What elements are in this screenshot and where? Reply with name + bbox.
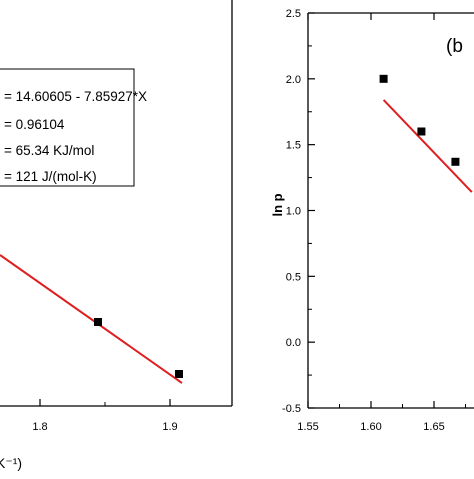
panel-b-y-tick-label: 2.5 bbox=[286, 8, 301, 20]
panel-b-data-point bbox=[451, 157, 460, 166]
panel-a-x-tick-label: 1.9 bbox=[162, 421, 177, 433]
panel-a-data-point bbox=[94, 318, 102, 326]
panel-b-x-tick-label: 1.65 bbox=[423, 421, 444, 433]
panel-b-y-tick-label: -0.5 bbox=[282, 403, 301, 415]
panel-b-y-tick-label: 2.0 bbox=[286, 74, 301, 86]
panel-b-points bbox=[379, 74, 460, 166]
fit-r-value: = 0.96104 bbox=[4, 117, 65, 132]
panel-b-y-axis-title: ln p bbox=[270, 193, 285, 216]
fit-activation-energy: = 65.34 KJ/mol bbox=[4, 143, 94, 158]
panel-b-y-tick-label: 0.5 bbox=[286, 271, 301, 283]
panel-b-fit-line bbox=[382, 99, 473, 193]
fit-equation: = 14.60605 - 7.85927*X bbox=[4, 89, 147, 104]
panel-a-x-axis-title: K⁻¹) bbox=[0, 455, 22, 471]
panel-a-x-tick-labels: 1.8 1.9 bbox=[32, 421, 177, 433]
fit-stats-box bbox=[0, 68, 135, 187]
panel-b-data-point bbox=[417, 127, 426, 136]
panel-a-points bbox=[94, 318, 183, 378]
fit-entropy: = 121 J/(mol-K) bbox=[4, 169, 97, 184]
panel-a-data-point bbox=[175, 370, 183, 378]
panel-a-x-ticks bbox=[39, 399, 171, 406]
panel-b-x-tick-label: 1.55 bbox=[297, 421, 318, 433]
panel-b-x-tick-labels: 1.55 1.60 1.65 bbox=[297, 421, 444, 433]
panel-b-data-point bbox=[379, 74, 388, 83]
panel-b-x-tick-label: 1.60 bbox=[360, 421, 381, 433]
panel-b-x-ticks bbox=[307, 13, 466, 408]
panel-b-y-tick-label: 1.0 bbox=[286, 205, 301, 217]
panel-a: 1.8 1.9 = 14.60605 - 7.85927*X = 0.96104 … bbox=[0, 0, 233, 471]
panel-b-fit-line-group bbox=[382, 99, 473, 193]
panel-b: -0.5 0.0 0.5 1.0 1.5 2.0 2.5 1.55 1.60 1.65 ln p… bbox=[270, 8, 474, 433]
panel-a-fit-line-group bbox=[0, 254, 183, 384]
panel-b-y-tick-label: 0.0 bbox=[286, 337, 301, 349]
panel-b-y-tick-labels: -0.5 0.0 0.5 1.0 1.5 2.0 2.5 bbox=[282, 8, 301, 415]
panel-b-y-ticks bbox=[308, 12, 315, 409]
panel-a-fit-line bbox=[0, 254, 183, 384]
panel-a-x-tick-label: 1.8 bbox=[32, 421, 47, 433]
panel-b-label: (b bbox=[446, 36, 463, 57]
panel-b-y-tick-label: 1.5 bbox=[286, 140, 301, 152]
